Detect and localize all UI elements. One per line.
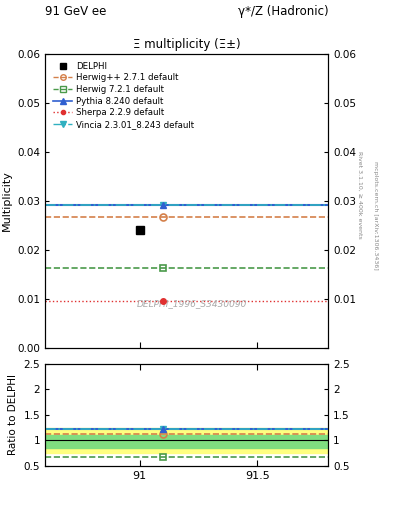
Bar bbox=[45, 435, 328, 448]
Text: Rivet 3.1.10, ≥ 400k events: Rivet 3.1.10, ≥ 400k events bbox=[357, 151, 362, 239]
Text: γ*/Z (Hadronic): γ*/Z (Hadronic) bbox=[237, 5, 328, 18]
Text: Ξ multiplicity (Ξ±): Ξ multiplicity (Ξ±) bbox=[133, 38, 241, 51]
Text: mcplots.cern.ch [arXiv:1306.3436]: mcplots.cern.ch [arXiv:1306.3436] bbox=[373, 161, 378, 269]
Y-axis label: Ratio to DELPHI: Ratio to DELPHI bbox=[8, 374, 18, 455]
Bar bbox=[45, 428, 328, 453]
Text: DELPHI_1996_S3430090: DELPHI_1996_S3430090 bbox=[137, 300, 248, 309]
Legend: DELPHI, Herwig++ 2.7.1 default, Herwig 7.2.1 default, Pythia 8.240 default, Sher: DELPHI, Herwig++ 2.7.1 default, Herwig 7… bbox=[50, 58, 198, 132]
Text: 91 GeV ee: 91 GeV ee bbox=[45, 5, 107, 18]
Y-axis label: Multiplicity: Multiplicity bbox=[2, 170, 12, 231]
